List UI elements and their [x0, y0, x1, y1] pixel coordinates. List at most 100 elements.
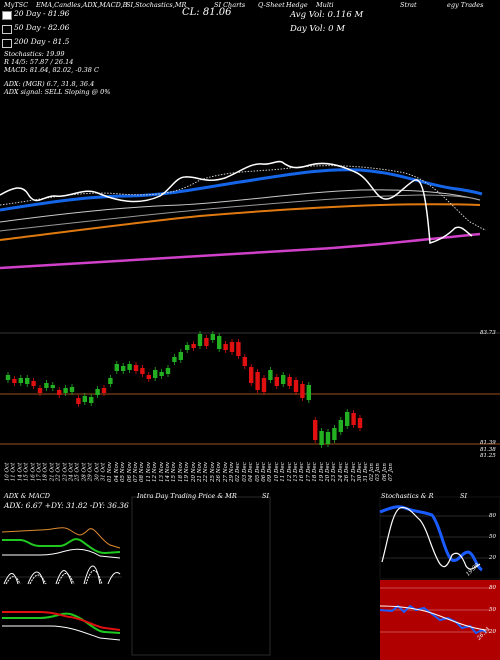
ema-200-line	[0, 203, 481, 241]
candle-body	[44, 383, 49, 388]
adx-panel-values: ADX: 6.67 +DY: 31.82 -DY: 36.36	[4, 501, 129, 510]
title-fragment-6: Hedge	[286, 1, 308, 9]
adx-macd-panel	[0, 497, 122, 660]
candle-body	[223, 344, 228, 350]
rsi-panel	[379, 580, 500, 660]
candle-body	[89, 397, 94, 403]
candle-body	[140, 368, 145, 374]
candle-body	[229, 342, 235, 352]
candle-body	[191, 344, 196, 348]
title-fragment-7: Multi	[316, 1, 334, 9]
day-volume: Day Vol: 0 M	[290, 24, 345, 34]
candle-body	[306, 385, 311, 400]
macd-signal-line	[5, 570, 103, 585]
candle-body	[12, 379, 17, 383]
candle-body	[325, 432, 331, 444]
ema-gray-line	[0, 189, 481, 223]
macd-line	[3, 565, 121, 585]
candle-body	[146, 375, 151, 379]
candle-body	[249, 367, 254, 383]
candle-body	[338, 420, 343, 432]
legend-20-day: 20 Day - 81.96	[14, 9, 70, 18]
candle-body	[217, 336, 222, 349]
candle-body	[332, 428, 337, 440]
macd-readout: MACD: 81.64, 82.02, -0.38 C	[4, 66, 99, 74]
candle-body	[114, 364, 119, 371]
adx-signal: ADX signal: SELL Sloping @ 0%	[4, 88, 111, 96]
candle-body	[357, 418, 363, 428]
candle-body	[268, 370, 273, 380]
legend-50-day: 50 Day - 82.06	[14, 23, 70, 32]
candle-body	[185, 345, 190, 350]
rsi-blue-line	[379, 604, 487, 635]
candle-body	[287, 377, 292, 386]
candle-body	[108, 378, 113, 384]
title-fragment-8: Strat	[400, 1, 417, 9]
price-label-low-1: 81.39	[480, 440, 496, 446]
candle-body	[242, 357, 247, 366]
ema-50-line	[0, 168, 483, 212]
candle-body	[345, 412, 350, 426]
adx-panel-title: ADX & MACD	[4, 492, 50, 500]
candle-body	[18, 378, 23, 383]
candle-body	[101, 388, 107, 393]
title-fragment-5: Q-Sheet	[258, 1, 285, 9]
candle-body	[293, 380, 299, 392]
candle-body	[50, 385, 55, 388]
candle-body	[172, 357, 177, 362]
candle-body	[31, 381, 36, 386]
candle-body	[274, 377, 279, 386]
stochastics-readout: Stochastics: 19.99	[4, 50, 65, 58]
candle-body	[63, 388, 68, 393]
adx-line	[2, 548, 121, 559]
stochastics-panel-si: SI	[460, 492, 468, 500]
candlesticks	[5, 331, 363, 448]
candle-body	[127, 364, 132, 370]
price-label-low-3: 81.25	[480, 453, 496, 459]
candle-body	[178, 352, 183, 360]
ema-gray-line-2	[0, 194, 481, 232]
candle-body	[69, 387, 75, 392]
candle-body	[204, 338, 209, 346]
intraday-panel-title: Intra Day Trading Price & MR	[137, 492, 237, 500]
ema-pink-line	[0, 232, 481, 270]
stoch-axis-80: 80	[489, 513, 496, 519]
candle-body	[281, 375, 286, 384]
candle-body	[37, 388, 43, 393]
candle-body	[57, 390, 62, 395]
price-label-top: 83.73	[480, 330, 496, 336]
candle-body	[210, 334, 215, 340]
title-fragment-4: SI Charts	[214, 1, 246, 9]
candle-body	[319, 431, 324, 445]
stochastic-k-line	[381, 506, 481, 570]
legend-swatch-20	[2, 11, 12, 20]
average-volume: Avg Vol: 0.116 M	[290, 10, 364, 20]
title-fragment-1: MyTSC	[4, 1, 29, 9]
stoch-axis-50: 50	[489, 534, 496, 540]
macd-red-line	[2, 611, 121, 631]
candle-body	[165, 368, 171, 374]
candle-body	[5, 375, 11, 380]
stochastics-panel	[379, 496, 500, 580]
close-price-label: CL: 81.06	[182, 7, 232, 18]
candle-body	[351, 413, 356, 425]
rsi-axis-50: 50	[489, 607, 496, 613]
title-fragment-2: EMA,Candles,ADX,MACD,B	[36, 1, 128, 9]
macd-green-line	[2, 612, 121, 634]
candle-body	[95, 389, 100, 395]
ema-dotted-line	[0, 165, 487, 231]
candle-body	[25, 378, 30, 384]
candle-body	[236, 342, 241, 356]
adx-plus-di-line	[2, 538, 121, 555]
ema-20-line	[0, 160, 473, 244]
macd-white-line	[2, 625, 121, 641]
adx-readout: ADX: (MGR) 6.7, 31.8, 36.4	[4, 80, 95, 88]
candle-body	[261, 378, 267, 392]
candle-body	[313, 420, 318, 440]
intraday-frame	[131, 496, 271, 656]
rsi-axis-80: 80	[489, 585, 496, 591]
rsi-readout: R 14/5: 57.87 / 26.14	[4, 58, 74, 66]
stochastics-panel-title: Stochastics & R	[381, 492, 434, 500]
title-fragment-3: SI,Stochastics,MR	[126, 1, 187, 9]
